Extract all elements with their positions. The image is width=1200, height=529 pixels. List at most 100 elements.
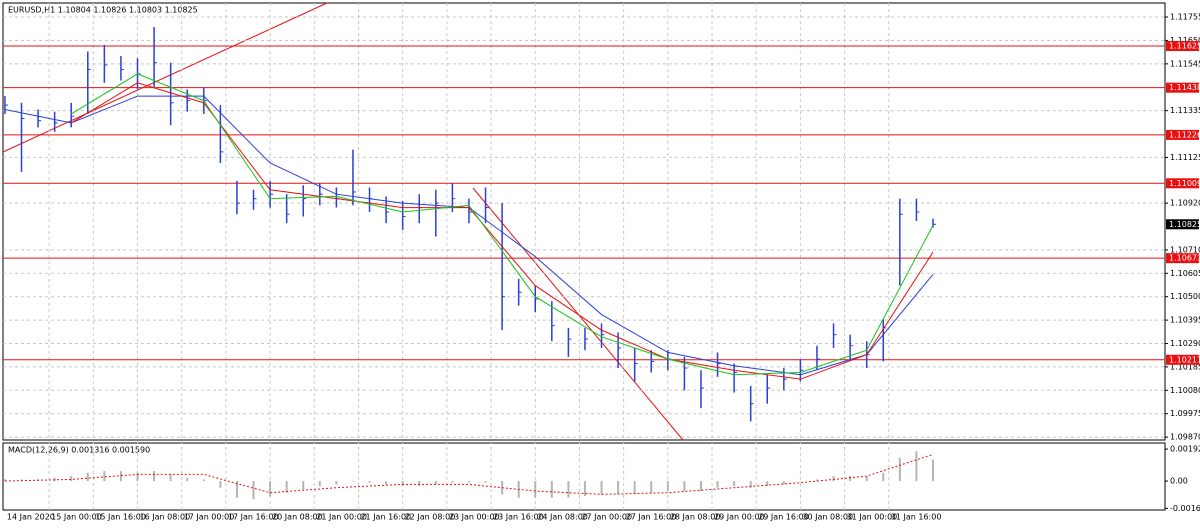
macd-bar	[567, 481, 570, 498]
macd-bar	[235, 481, 238, 498]
level-label-box	[1166, 129, 1199, 140]
level-label: 1.11226	[1169, 130, 1200, 139]
macd-bar	[484, 481, 487, 483]
x-tick-label: 14 Jan 2020	[7, 513, 55, 522]
x-tick-label: 16 Jan 08:00	[140, 513, 191, 522]
macd-bar	[865, 476, 868, 482]
moving-average	[70, 73, 934, 376]
y-tick-label: 1.11545	[1170, 59, 1200, 68]
macd-bar	[318, 481, 321, 487]
y-tick-label: 1.11335	[1170, 106, 1200, 115]
macd-bar	[666, 481, 669, 492]
y-tick-label: 0.00	[1170, 477, 1188, 486]
level-label-box	[1166, 82, 1199, 93]
macd-bar	[219, 481, 222, 488]
x-tick-label: 31 Jan 00:00	[847, 513, 898, 522]
x-tick-label: 15 Jan 16:00	[95, 513, 146, 522]
macd-bar	[749, 481, 752, 488]
y-tick-label: 0.001924	[1170, 445, 1200, 454]
macd-bar	[169, 474, 172, 482]
macd-bar	[351, 481, 354, 482]
level-label: 1.11009	[1169, 179, 1200, 188]
macd-bar	[583, 481, 586, 497]
x-tick-label: 24 Jan 08:00	[537, 513, 588, 522]
x-tick-label: 21 Jan 16:00	[360, 513, 411, 522]
macd-bar	[202, 479, 205, 482]
macd-title: MACD(12,26,9) 0.001316 0.001590	[8, 446, 150, 455]
macd-bar	[434, 481, 437, 485]
macd-bar	[103, 471, 106, 482]
macd-bar	[617, 481, 620, 495]
current-price-box	[1166, 219, 1199, 230]
macd-bar	[766, 481, 769, 487]
macd-bar	[600, 481, 603, 495]
x-tick-label: 17 Jan 16:00	[228, 513, 279, 522]
macd-bar	[534, 481, 537, 498]
macd-bar	[269, 481, 272, 497]
y-tick-label: 1.10710	[1170, 245, 1200, 254]
x-tick-label: 17 Jan 00:00	[184, 513, 235, 522]
y-tick-label: 1.10605	[1170, 269, 1200, 278]
macd-bar	[418, 481, 421, 487]
x-tick-label: 22 Jan 08:00	[405, 513, 456, 522]
y-tick-label: 1.11755	[1170, 13, 1200, 22]
x-tick-label: 20 Jan 08:00	[272, 513, 323, 522]
macd-bar	[882, 472, 885, 482]
y-tick-label: 1.11650	[1170, 36, 1200, 45]
signal-line	[4, 453, 934, 495]
y-tick-label: 1.09975	[1170, 409, 1200, 418]
macd-bar	[633, 481, 636, 495]
macd-bar	[898, 457, 901, 482]
macd-bar	[832, 476, 835, 482]
macd-bar	[733, 481, 736, 487]
macd-bar	[467, 481, 470, 483]
y-tick-label: 1.10080	[1170, 386, 1200, 395]
macd-bar	[252, 481, 255, 500]
level-label-box	[1166, 253, 1199, 264]
level-label: 1.10673	[1169, 254, 1200, 263]
x-tick-label: 31 Jan 16:00	[891, 513, 942, 522]
macd-bar	[285, 481, 288, 493]
macd-bar	[782, 481, 785, 485]
x-tick-label: 23 Jan 00:00	[449, 513, 500, 522]
macd-bar	[3, 479, 6, 482]
y-tick-label: 1.10395	[1170, 316, 1200, 325]
level-label-box	[1166, 41, 1199, 52]
macd-bar	[915, 451, 918, 482]
x-tick-label: 27 Jan 00:00	[581, 513, 632, 522]
macd-bar	[699, 481, 702, 492]
current-price-label: 1.10825	[1169, 220, 1200, 229]
x-tick-label: 27 Jan 16:00	[626, 513, 677, 522]
macd-bar	[385, 481, 388, 485]
x-tick-label: 21 Jan 00:00	[316, 513, 367, 522]
y-tick-label: 1.10290	[1170, 339, 1200, 348]
level-label: 1.11625	[1169, 42, 1200, 51]
trend-line	[2, 2, 328, 153]
macd-bar	[153, 471, 156, 482]
macd-bar	[401, 481, 404, 487]
macd-bar	[335, 481, 338, 485]
macd-bar	[550, 481, 553, 498]
macd-bar	[451, 481, 454, 483]
x-tick-label: 29 Jan 16:00	[758, 513, 809, 522]
y-tick-label: 1.10500	[1170, 292, 1200, 301]
macd-bar	[815, 479, 818, 482]
macd-bar	[683, 481, 686, 492]
level-label-box	[1166, 354, 1199, 365]
macd-bar	[799, 481, 802, 482]
level-label: 1.10217	[1169, 355, 1200, 364]
level-label-box	[1166, 178, 1199, 189]
macd-bar	[650, 481, 653, 493]
y-tick-label: 1.10920	[1170, 199, 1200, 208]
macd-bar	[368, 481, 371, 483]
level-label: 1.11438	[1169, 83, 1200, 92]
macd-bar	[186, 477, 189, 482]
macd-bar	[849, 476, 852, 482]
macd-bar	[136, 472, 139, 482]
x-tick-label: 28 Jan 08:00	[670, 513, 721, 522]
x-tick-label: 30 Jan 08:00	[802, 513, 853, 522]
y-tick-label: 1.09870	[1170, 433, 1200, 442]
x-tick-label: 15 Jan 00:00	[51, 513, 102, 522]
macd-pane-frame	[2, 442, 1166, 511]
